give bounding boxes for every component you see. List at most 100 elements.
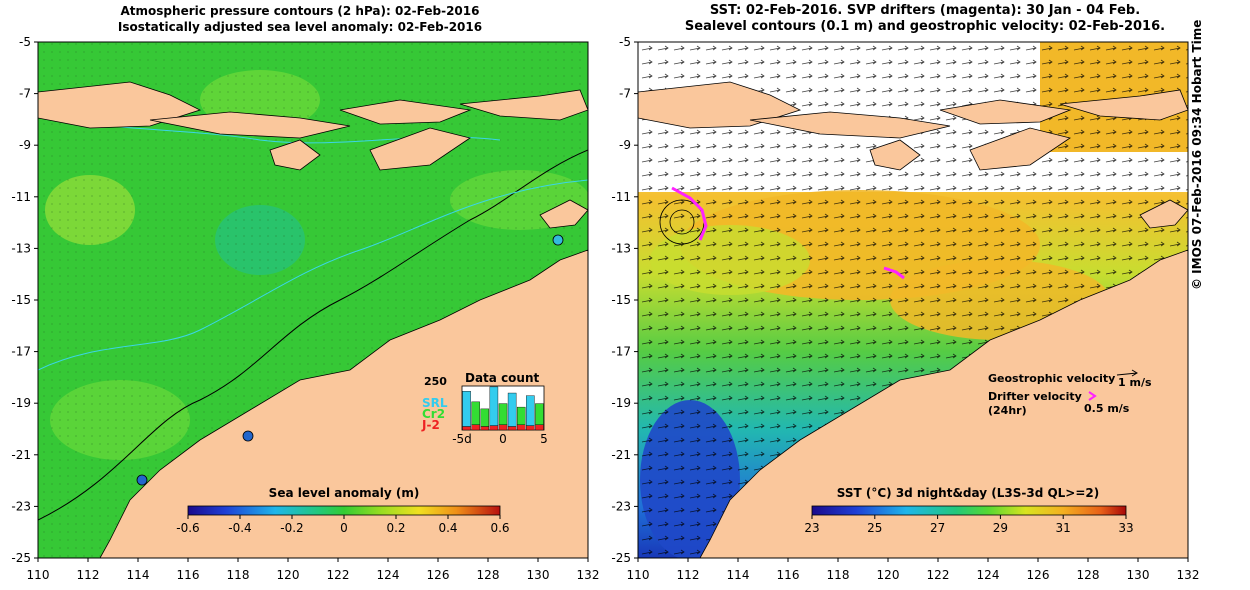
left-title-line2: Isostatically adjusted sea level anomaly…	[117, 20, 483, 34]
right-title-line2: Sealevel contours (0.1 m) and geostrophi…	[684, 19, 1166, 34]
left-lat-label: -7	[19, 87, 31, 101]
left-lat-label: -17	[11, 345, 31, 359]
right-lon-label: 114	[727, 568, 750, 582]
right-lon-label: 116	[777, 568, 800, 582]
data-count-bar-srl	[507, 392, 517, 427]
left-colorbar-gradient	[187, 505, 501, 516]
data-count-xtick: 0	[499, 432, 507, 446]
left-land	[38, 81, 588, 558]
data-count-xtick: -5d	[452, 432, 472, 446]
right-drifter-track-2	[883, 266, 905, 280]
right-lat-label: -13	[611, 241, 631, 255]
left-colorbar-tick-label: 0	[340, 521, 348, 535]
left-lon-label: 120	[277, 568, 300, 582]
left-colorbar-label: Sea level anomaly (m)	[269, 486, 420, 500]
left-lon-label: 130	[527, 568, 550, 582]
right-lat-label: -7	[619, 87, 631, 101]
left-lat-label: -9	[19, 138, 31, 152]
left-lat-label: -13	[11, 241, 31, 255]
right-colorbar-tick-label: 25	[867, 521, 882, 535]
left-colorbar: Sea level anomaly (m) -0.6 -0.4 -0.2 0 0.2 0.…	[176, 486, 509, 535]
data-count-legend-srl: SRL	[422, 396, 448, 410]
left-lon-label: 112	[77, 568, 100, 582]
data-count-bar-srl	[462, 391, 471, 427]
left-lon-label: 116	[177, 568, 200, 582]
left-lat-label: -25	[11, 551, 31, 565]
data-count-bar-j2	[471, 424, 480, 431]
data-count-bar-j2	[516, 424, 526, 431]
right-lat-label: -17	[611, 345, 631, 359]
left-lon-label: 126	[427, 568, 450, 582]
right-lat-label: -19	[611, 396, 631, 410]
data-count-bar-cr2	[498, 403, 508, 425]
drifter-scale: 0.5 m/s	[1084, 402, 1130, 415]
right-colorbar-label: SST (°C) 3d night&day (L3S-3d QL>=2)	[837, 486, 1100, 500]
right-colorbar-tick-label: 23	[804, 521, 819, 535]
right-lon-label: 132	[1177, 568, 1200, 582]
right-land	[638, 81, 1188, 558]
right-axes: -5 -7 -9 -11 -13 -15 -17 -19 -21 -23 -25 110 112 114 1…	[611, 35, 1199, 582]
right-map-title: SST: 02-Feb-2016. SVP drifters (magenta)…	[640, 3, 1210, 35]
right-colorbar-gradient	[811, 505, 1127, 516]
left-pressure-contour	[38, 149, 588, 521]
right-lon-label: 130	[1127, 568, 1150, 582]
drifter-arrow-icon	[1088, 391, 1097, 401]
data-count-legend-j-2: J-2	[421, 418, 440, 432]
left-lon-label: 118	[227, 568, 250, 582]
data-count-bar-j2	[526, 425, 535, 431]
right-lat-label: -21	[611, 448, 631, 462]
right-lat-label: -23	[611, 499, 631, 513]
right-lat-label: -25	[611, 551, 631, 565]
data-count-bar-cr2	[516, 406, 526, 425]
right-lon-label: 122	[927, 568, 950, 582]
data-count-bar-srl	[526, 395, 535, 426]
right-colorbar-tick-label: 27	[930, 521, 945, 535]
left-lon-label: 124	[377, 568, 400, 582]
left-colorbar-tick-label: -0.4	[228, 521, 251, 535]
left-map-title: Atmospheric pressure contours (2 hPa): 0…	[70, 3, 530, 35]
velocity-legend: Geostrophic velocity 1 m/s Drifter veloc…	[988, 369, 1152, 417]
right-lon-label: 118	[827, 568, 850, 582]
right-lat-label: -15	[611, 293, 631, 307]
right-lat-label: -11	[611, 190, 631, 204]
left-lon-label: 110	[27, 568, 50, 582]
left-lat-label: -19	[11, 396, 31, 410]
right-title-line1: SST: 02-Feb-2016. SVP drifters (magenta)…	[709, 3, 1141, 18]
right-drifter-track-1	[671, 186, 708, 241]
data-count-xtick: 5	[540, 432, 548, 446]
right-colorbar-tick-label: 31	[1056, 521, 1071, 535]
left-lat-label: -11	[11, 190, 31, 204]
right-colorbar-tick-label: 29	[993, 521, 1008, 535]
left-colorbar-tick-label: 0.2	[386, 521, 405, 535]
drifter-velocity-label: Drifter velocity	[988, 390, 1082, 403]
left-lat-label: -5	[19, 35, 31, 49]
left-marker-3	[136, 474, 148, 486]
right-lon-label: 110	[627, 568, 650, 582]
left-marker-1	[552, 234, 564, 246]
right-colorbar-tick-label: 33	[1118, 521, 1133, 535]
right-map	[638, 42, 1188, 558]
data-count-bar-j2	[498, 424, 508, 431]
data-count-legend-cr2: Cr2	[422, 407, 445, 421]
left-colorbar-tick-label: -0.2	[280, 521, 303, 535]
geostrophic-arrow-icon	[1116, 369, 1138, 377]
geostrophic-velocity-label: Geostrophic velocity	[988, 372, 1115, 385]
right-lon-label: 120	[877, 568, 900, 582]
left-lon-label: 128	[477, 568, 500, 582]
data-count-bar-j2	[507, 426, 517, 431]
data-count-bar-cr2	[535, 403, 544, 425]
left-map	[38, 42, 588, 558]
left-lat-label: -23	[11, 499, 31, 513]
left-lat-label: -21	[11, 448, 31, 462]
left-marker-2	[242, 430, 254, 442]
drifter-velocity-sub: (24hr)	[988, 404, 1027, 417]
data-count-bar-j2	[535, 424, 544, 431]
left-lon-label: 132	[577, 568, 600, 582]
left-lat-label: -15	[11, 293, 31, 307]
right-lat-label: -9	[619, 138, 631, 152]
right-lon-label: 128	[1077, 568, 1100, 582]
left-axes: -5 -7 -9 -11 -13 -15 -17 -19 -21 -23 -25 110 112 114 1…	[11, 35, 599, 582]
data-count-bar-srl	[489, 386, 499, 426]
left-lon-label: 122	[327, 568, 350, 582]
